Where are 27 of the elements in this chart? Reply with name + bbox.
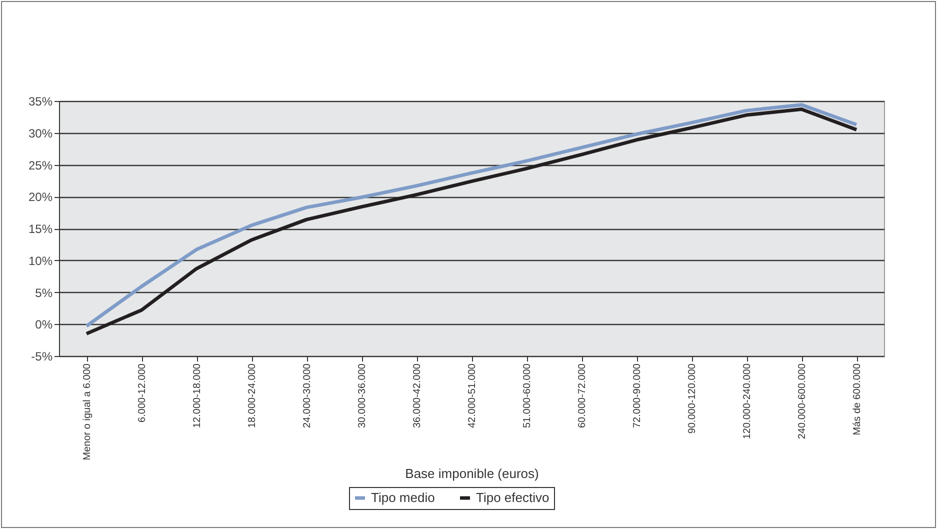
y-tick-label: 20%	[28, 190, 53, 204]
x-tick-label: 30.000-36.000	[357, 363, 368, 428]
legend-label: Tipo medio	[371, 490, 435, 505]
x-tick-label: Menor o igual a 6.000	[82, 363, 93, 460]
y-tick-label: 15%	[28, 222, 53, 236]
y-tick-label: 30%	[28, 126, 53, 140]
y-tick-label: 10%	[28, 254, 53, 268]
y-tick-label: -5%	[31, 350, 53, 364]
x-tick-label: 24.000-30.000	[302, 363, 313, 428]
x-tick-label: 72.000-90.000	[632, 363, 643, 428]
y-tick-label: 5%	[35, 286, 53, 300]
x-tick-label: 12.000-18.000	[192, 363, 203, 428]
x-tick-label: Más de 600.000	[852, 363, 863, 436]
x-tick-label: 6.000-12.000	[137, 363, 148, 422]
x-tick-label: 42.000-51.000	[467, 363, 478, 428]
legend-label: Tipo efectivo	[476, 490, 550, 505]
x-tick-label: 240.000-600.000	[797, 363, 808, 440]
y-tick-label: 0%	[35, 318, 53, 332]
y-tick-label: 35%	[28, 94, 53, 108]
y-tick-label: 25%	[28, 158, 53, 172]
x-tick-label: 51.000-60.000	[522, 363, 533, 428]
x-tick-label: 36.000-42.000	[412, 363, 423, 428]
x-tick-label: 60.000-72.000	[577, 363, 588, 428]
x-tick-label: 120.000-240.000	[742, 363, 753, 440]
x-axis-title: Base imponible (euros)	[405, 466, 539, 482]
x-tick-label: 18.000-24.000	[247, 363, 258, 428]
x-tick-label: 90.000-120.000	[687, 363, 698, 434]
